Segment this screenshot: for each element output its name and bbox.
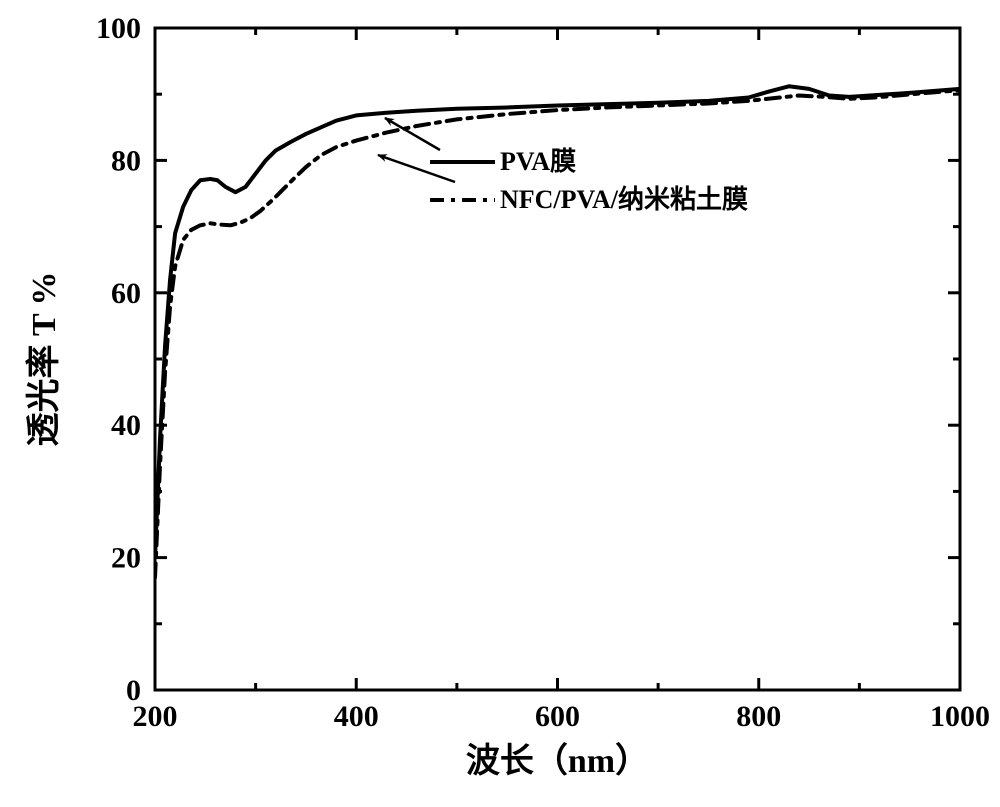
legend-label-1: NFC/PVA/纳米粘土膜 xyxy=(500,184,748,214)
legend-label-0: PVA膜 xyxy=(500,147,576,176)
y-tick-label: 40 xyxy=(111,409,141,442)
plot-border xyxy=(155,28,960,690)
x-tick-label: 800 xyxy=(736,700,781,733)
y-tick-label: 60 xyxy=(111,277,141,310)
y-tick-label: 20 xyxy=(111,542,141,575)
x-tick-label: 600 xyxy=(535,700,580,733)
x-tick-label: 1000 xyxy=(930,700,990,733)
chart-container: { "chart": { "type": "line", "width": 10… xyxy=(0,0,1000,807)
y-axis-label: 透光率 T % xyxy=(25,271,63,446)
x-tick-label: 400 xyxy=(334,700,379,733)
y-tick-label: 80 xyxy=(111,144,141,177)
y-tick-label: 100 xyxy=(96,12,141,45)
chart-svg: 2004006008001000020406080100波长（nm）透光率 T … xyxy=(0,0,1000,807)
x-axis-label: 波长（nm） xyxy=(466,741,649,780)
pointer-arrow-0 xyxy=(385,118,440,150)
y-tick-label: 0 xyxy=(126,674,141,707)
pointer-arrow-1 xyxy=(378,155,455,182)
